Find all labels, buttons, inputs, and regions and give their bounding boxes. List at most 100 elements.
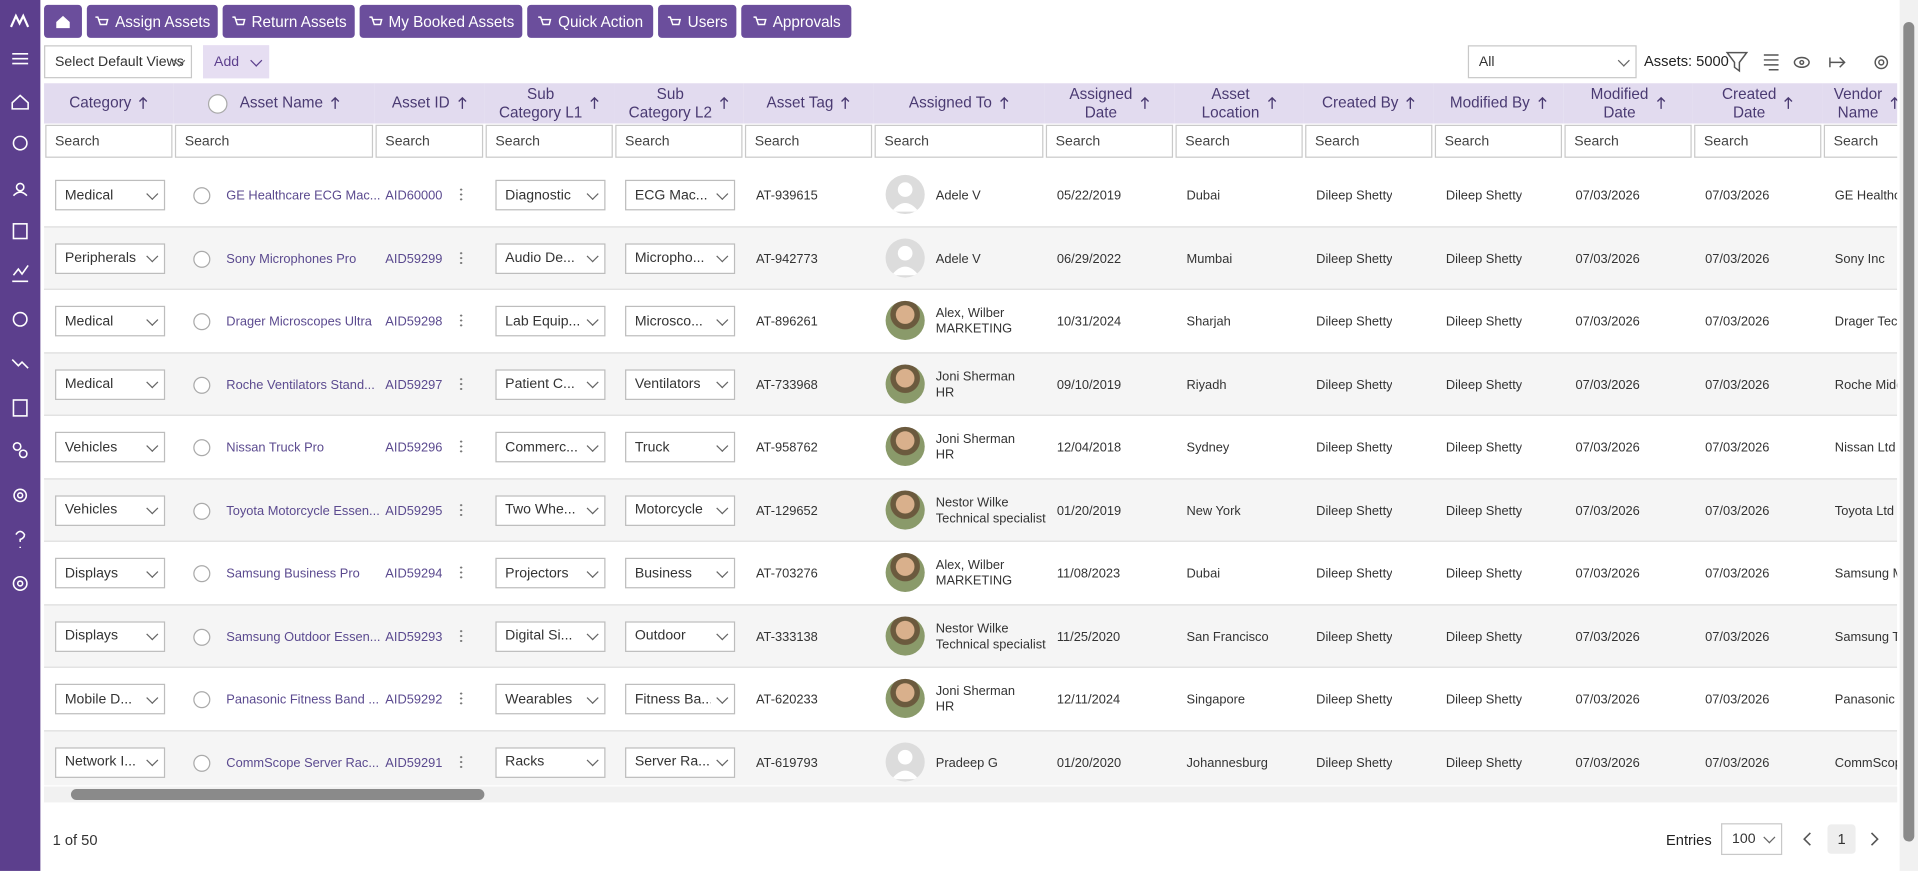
v-scrollbar[interactable]: [1899, 0, 1918, 871]
column-header[interactable]: Asset Tag: [743, 83, 874, 124]
sort-arrow[interactable]: [1890, 96, 1898, 110]
asset-name[interactable]: GE Healthcare ECG Mac...: [226, 188, 381, 204]
nav-button[interactable]: Return Assets: [222, 4, 355, 38]
row-menu[interactable]: [459, 187, 463, 202]
cell-dropdown[interactable]: Server Ra...: [625, 746, 736, 778]
row-radio[interactable]: [193, 565, 211, 583]
cell-dropdown[interactable]: Digital Si...: [495, 620, 606, 652]
cell-dropdown[interactable]: Fitness Ba...: [625, 683, 736, 715]
row-menu[interactable]: [459, 502, 463, 517]
cell-dropdown[interactable]: Medical: [55, 305, 166, 337]
cell-dropdown[interactable]: Displays: [55, 620, 166, 652]
cell-dropdown[interactable]: Truck: [625, 431, 736, 463]
column-header[interactable]: Created Date: [1692, 83, 1823, 124]
search-box[interactable]: Search: [874, 124, 1044, 158]
column-header[interactable]: Category: [44, 83, 174, 124]
cell-dropdown[interactable]: Peripherals: [55, 242, 166, 274]
sort-arrow[interactable]: [1656, 96, 1666, 110]
cell-dropdown[interactable]: Micropho...: [625, 242, 736, 274]
column-header[interactable]: Assigned To: [873, 83, 1045, 124]
cell-dropdown[interactable]: Business: [625, 557, 736, 589]
cell-dropdown[interactable]: Outdoor: [625, 620, 736, 652]
search-box[interactable]: Search: [1045, 124, 1174, 158]
cell-dropdown[interactable]: Ventilators: [625, 368, 736, 400]
row-menu[interactable]: [459, 250, 463, 265]
row-menu[interactable]: [459, 565, 463, 580]
sort-arrow[interactable]: [719, 96, 729, 110]
cell-dropdown[interactable]: Motorcycle: [625, 494, 736, 526]
asset-name[interactable]: Sony Microphones Pro: [226, 251, 357, 267]
cell-dropdown[interactable]: Audio De...: [495, 242, 606, 274]
cell-dropdown[interactable]: Diagnostic: [495, 179, 606, 211]
nav-button[interactable]: My Booked Assets: [359, 4, 523, 38]
cell-dropdown[interactable]: Microsco...: [625, 305, 736, 337]
cell-dropdown[interactable]: Mobile D...: [55, 683, 166, 715]
asset-name[interactable]: Roche Ventilators Stand...: [226, 377, 375, 393]
sort-arrow[interactable]: [1140, 96, 1150, 110]
asset-name[interactable]: Panasonic Fitness Band ...: [226, 692, 380, 708]
cell-dropdown[interactable]: Medical: [55, 179, 166, 211]
add-button[interactable]: Add: [203, 45, 270, 79]
search-box[interactable]: Search: [1564, 124, 1692, 158]
nav-button[interactable]: Approvals: [741, 4, 852, 38]
select-all-radio[interactable]: [207, 93, 228, 114]
column-header[interactable]: Modified By: [1433, 83, 1564, 124]
column-header[interactable]: Asset Name: [173, 83, 375, 124]
sort-arrow[interactable]: [1267, 96, 1277, 110]
cell-dropdown[interactable]: Lab Equip...: [495, 305, 606, 337]
cell-dropdown[interactable]: Patient C...: [495, 368, 606, 400]
cell-dropdown[interactable]: Medical: [55, 368, 166, 400]
asset-name[interactable]: Samsung Business Pro: [226, 566, 360, 582]
asset-name[interactable]: Drager Microscopes Ultra: [226, 314, 372, 330]
row-radio[interactable]: [193, 187, 211, 205]
asset-name[interactable]: Toyota Motorcycle Essen...: [226, 503, 380, 519]
search-box[interactable]: Search: [1434, 124, 1563, 158]
column-header[interactable]: Assigned Date: [1044, 83, 1175, 124]
column-header[interactable]: Vendor Name: [1822, 83, 1898, 124]
row-menu[interactable]: [459, 754, 463, 769]
sort-arrow[interactable]: [841, 96, 851, 110]
current-page[interactable]: 1: [1827, 824, 1856, 854]
sort-arrow[interactable]: [590, 96, 600, 110]
search-box[interactable]: Search: [1175, 124, 1303, 158]
row-menu[interactable]: [459, 376, 463, 391]
nav-button[interactable]: Quick Action: [527, 4, 654, 38]
filter-select[interactable]: All: [1467, 45, 1637, 79]
search-box[interactable]: Search: [45, 124, 173, 158]
sort-arrow[interactable]: [1784, 96, 1794, 110]
search-box[interactable]: Search: [375, 124, 484, 158]
search-box[interactable]: Search: [1823, 124, 1898, 158]
cell-dropdown[interactable]: ECG Mac...: [625, 179, 736, 211]
h-scroll-thumb[interactable]: [70, 788, 485, 800]
nav-button[interactable]: Users: [658, 4, 737, 38]
row-menu[interactable]: [459, 691, 463, 706]
column-header[interactable]: Asset ID: [374, 83, 485, 124]
asset-name[interactable]: Samsung Outdoor Essen...: [226, 629, 381, 645]
cell-dropdown[interactable]: Network I...: [55, 746, 166, 778]
views-select[interactable]: Select Default Views: [44, 45, 193, 79]
sort-arrow[interactable]: [999, 96, 1009, 110]
asset-name[interactable]: CommScope Server Rac...: [226, 755, 380, 771]
row-radio[interactable]: [193, 754, 211, 772]
sort-arrow[interactable]: [1537, 96, 1547, 110]
row-radio[interactable]: [193, 502, 211, 520]
row-radio[interactable]: [193, 628, 211, 646]
sort-arrow[interactable]: [1406, 96, 1416, 110]
sort-arrow[interactable]: [139, 96, 149, 110]
row-menu[interactable]: [459, 439, 463, 454]
search-box[interactable]: Search: [174, 124, 374, 158]
cell-dropdown[interactable]: Displays: [55, 557, 166, 589]
cell-dropdown[interactable]: Vehicles: [55, 431, 166, 463]
sort-arrow[interactable]: [330, 96, 340, 110]
row-radio[interactable]: [193, 691, 211, 709]
row-radio[interactable]: [193, 250, 211, 268]
v-scroll-thumb[interactable]: [1903, 22, 1915, 842]
h-scrollbar[interactable]: [44, 786, 1898, 803]
home-button[interactable]: [44, 4, 82, 38]
cell-dropdown[interactable]: Racks: [495, 746, 606, 778]
entries-select[interactable]: 100: [1721, 823, 1783, 856]
search-box[interactable]: Search: [485, 124, 613, 158]
row-menu[interactable]: [459, 628, 463, 643]
column-header[interactable]: Sub Category L1: [484, 83, 615, 124]
row-radio[interactable]: [193, 439, 211, 457]
